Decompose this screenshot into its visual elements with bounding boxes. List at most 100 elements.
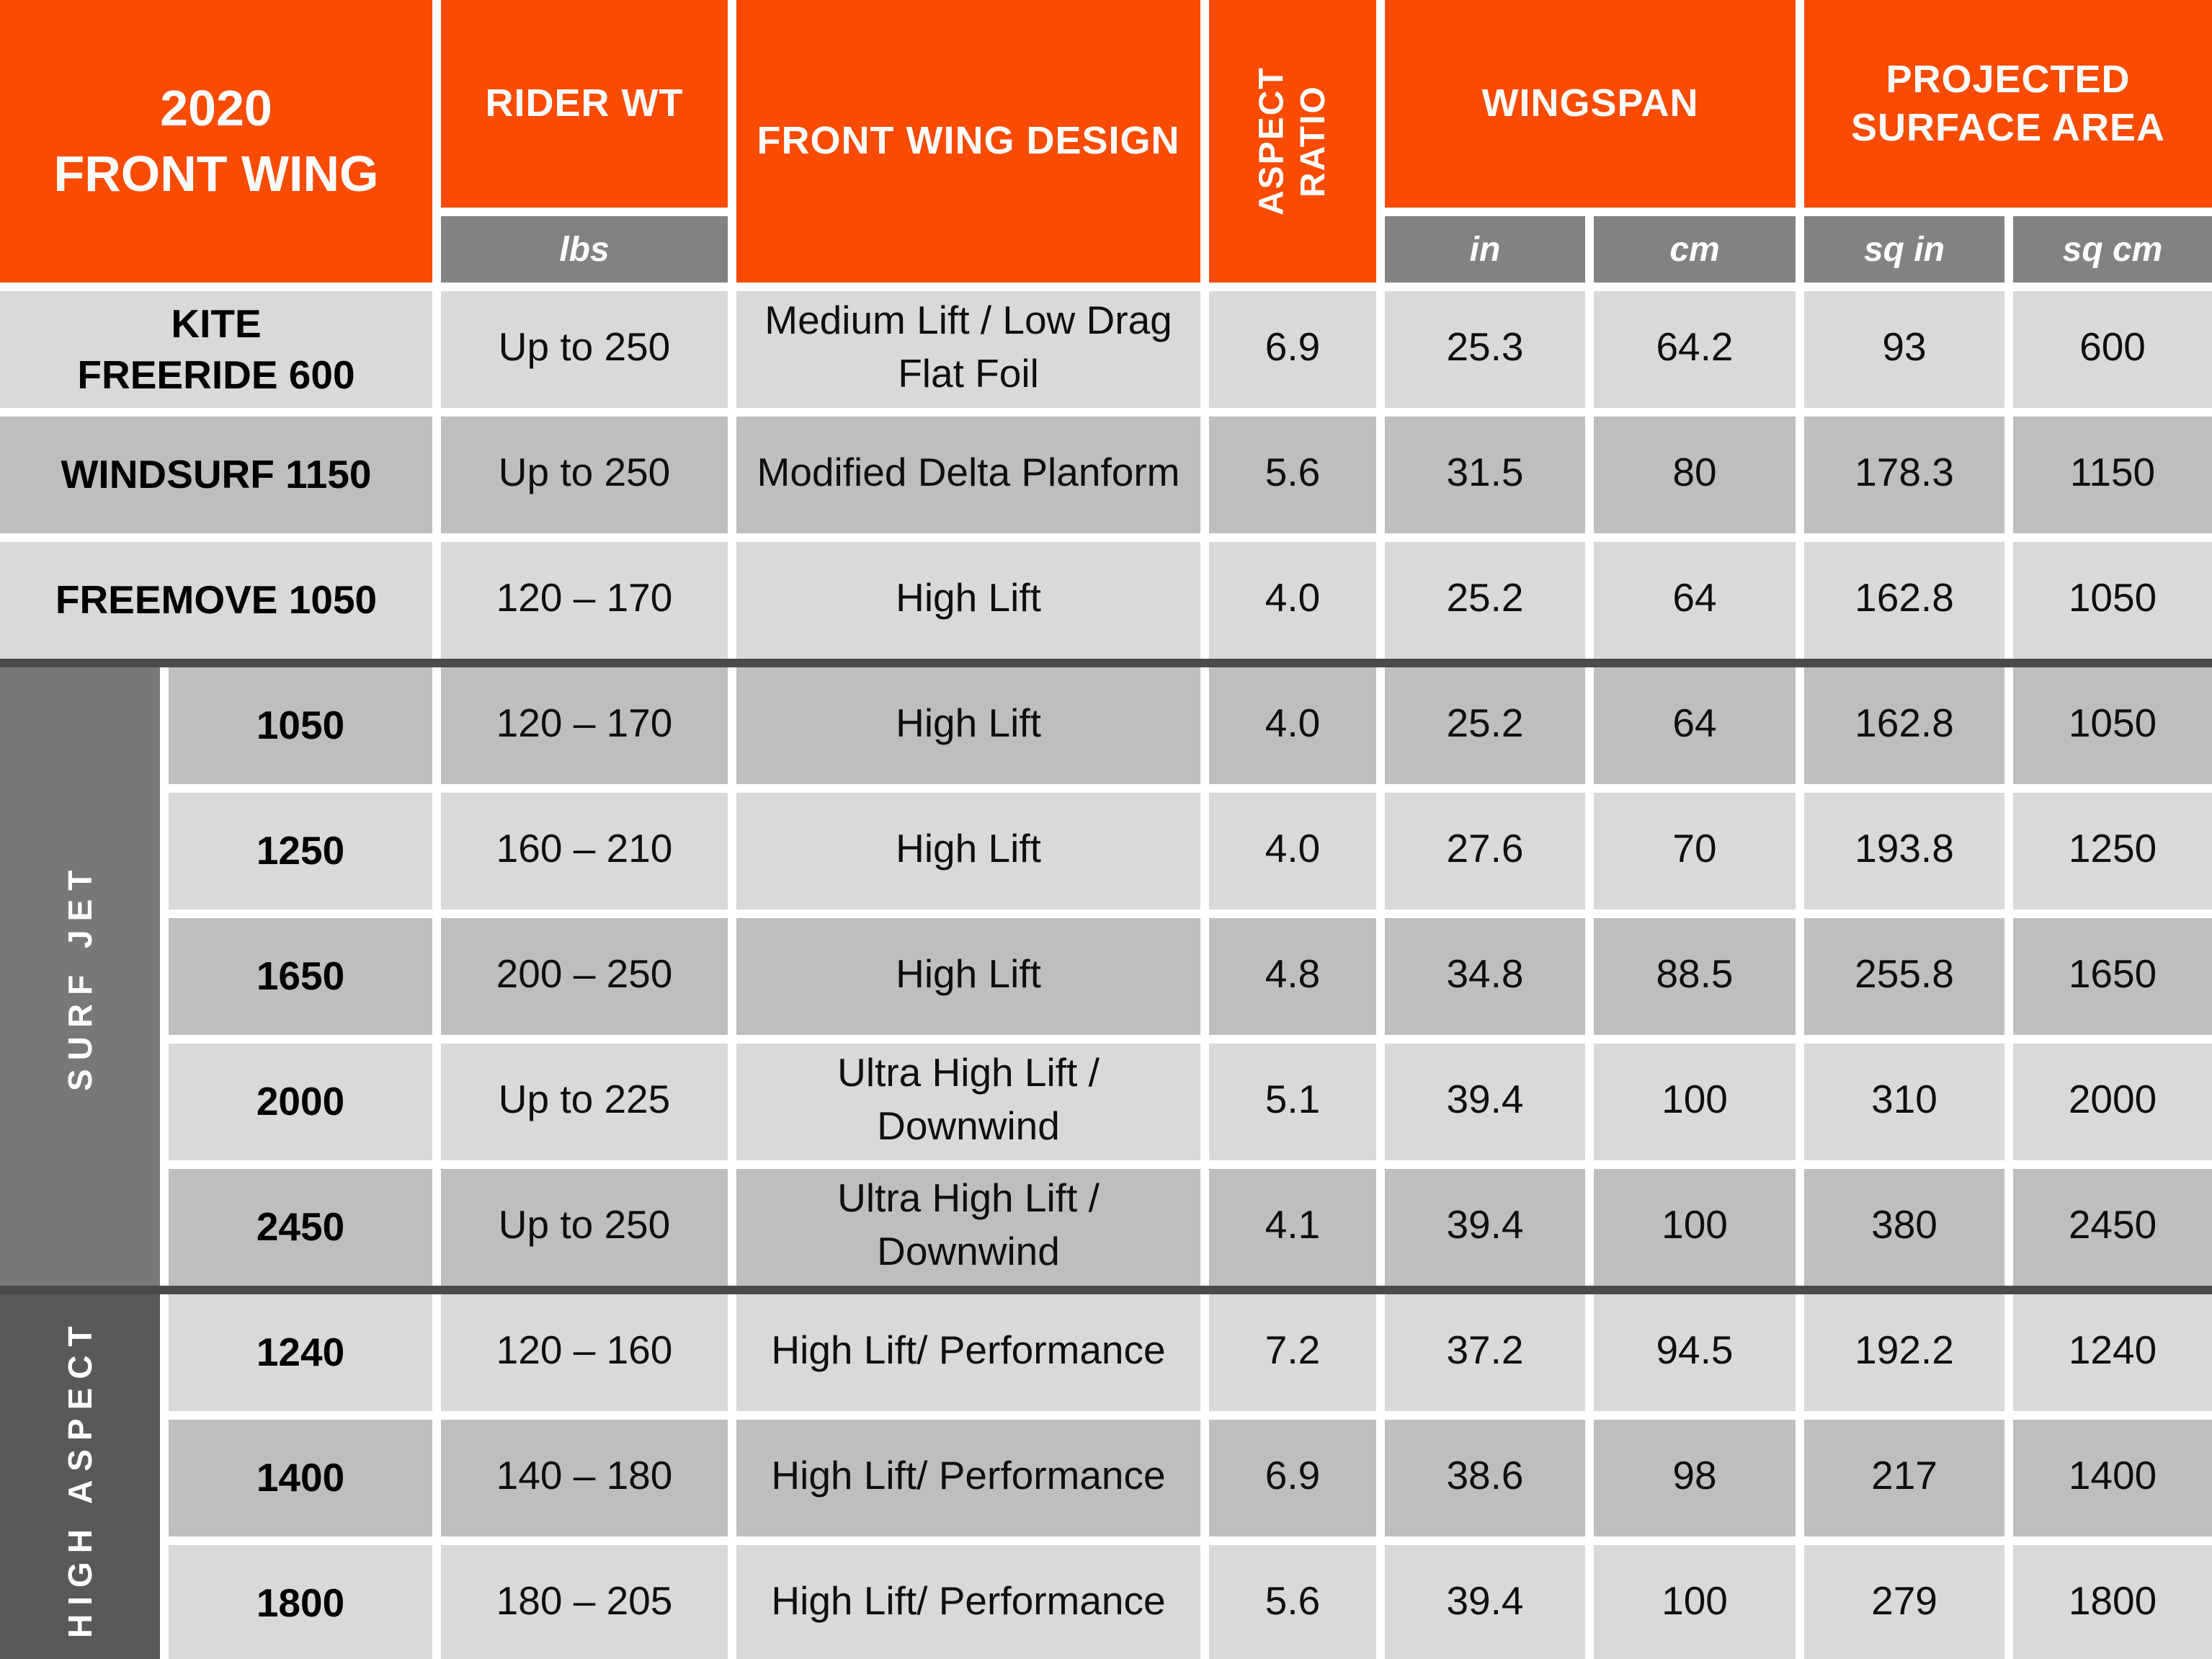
group-divider	[0, 1286, 2212, 1294]
wingspan-in-cell: 37.2	[1385, 1294, 1585, 1411]
rider-wt-cell: 200 – 250	[441, 918, 728, 1035]
model-cell: 2450	[169, 1169, 432, 1286]
wingspan-cm-cell: 98	[1594, 1420, 1796, 1536]
model-cell: 1050	[169, 667, 432, 784]
aspect-ratio-cell: 4.0	[1209, 793, 1376, 909]
area-sq-cm-cell: 1650	[2013, 918, 2212, 1035]
design-cell: Ultra High Lift / Downwind	[736, 1044, 1200, 1160]
aspect-ratio-cell: 7.2	[1209, 1294, 1376, 1411]
header-front-wing-design: FRONT WING DESIGN	[736, 0, 1200, 283]
design-cell: Ultra High Lift / Downwind	[736, 1169, 1200, 1286]
design-cell: Modified Delta Planform	[736, 417, 1200, 533]
rider-wt-cell: 120 – 170	[441, 542, 728, 659]
rider-wt-cell: Up to 225	[441, 1044, 728, 1160]
design-cell: Medium Lift / Low Drag Flat Foil	[736, 291, 1200, 408]
wingspan-in-cell: 25.2	[1385, 542, 1585, 659]
area-sq-in-cell: 162.8	[1804, 542, 2004, 659]
aspect-ratio-cell: 4.0	[1209, 542, 1376, 659]
header-2020-front-wing: 2020 FRONT WING	[0, 0, 432, 283]
area-sq-in-cell: 193.8	[1804, 793, 2004, 909]
design-cell: High Lift/ Performance	[736, 1420, 1200, 1536]
model-cell: WINDSURF 1150	[0, 417, 432, 533]
area-sq-cm-cell: 1240	[2013, 1294, 2212, 1411]
model-cell: 2000	[169, 1044, 432, 1160]
design-cell: High Lift/ Performance	[736, 1545, 1200, 1659]
design-cell: High Lift/ Performance	[736, 1294, 1200, 1411]
rider-wt-cell: 120 – 170	[441, 667, 728, 784]
area-sq-cm-cell: 1050	[2013, 542, 2212, 659]
group-label-high-aspect: HIGH ASPECT	[0, 1294, 160, 1659]
group-label-surf-jet: SURF JET	[0, 667, 160, 1286]
subheader-cm: cm	[1594, 216, 1796, 283]
wingspan-in-cell: 39.4	[1385, 1169, 1585, 1286]
wingspan-cm-cell: 88.5	[1594, 918, 1796, 1035]
wingspan-cm-cell: 64.2	[1594, 291, 1796, 408]
area-sq-in-cell: 93	[1804, 291, 2004, 408]
model-cell: 1400	[169, 1420, 432, 1536]
wingspan-in-cell: 34.8	[1385, 918, 1585, 1035]
model-cell: 1240	[169, 1294, 432, 1411]
area-sq-cm-cell: 2000	[2013, 1044, 2212, 1160]
area-sq-in-cell: 162.8	[1804, 667, 2004, 784]
header-aspect-ratio: ASPECT RATIO	[1209, 0, 1376, 283]
model-cell: 1800	[169, 1545, 432, 1659]
model-cell: 1650	[169, 918, 432, 1035]
rider-wt-cell: 180 – 205	[441, 1545, 728, 1659]
wingspan-in-cell: 25.2	[1385, 667, 1585, 784]
wingspan-cm-cell: 80	[1594, 417, 1796, 533]
model-cell: FREEMOVE 1050	[0, 542, 432, 659]
area-sq-in-cell: 279	[1804, 1545, 2004, 1659]
wingspan-in-cell: 38.6	[1385, 1420, 1585, 1536]
design-cell: High Lift	[736, 793, 1200, 909]
aspect-ratio-cell: 6.9	[1209, 1420, 1376, 1536]
wingspan-cm-cell: 100	[1594, 1169, 1796, 1286]
area-sq-cm-cell: 1150	[2013, 417, 2212, 533]
area-sq-in-cell: 192.2	[1804, 1294, 2004, 1411]
design-cell: High Lift	[736, 667, 1200, 784]
wingspan-cm-cell: 100	[1594, 1044, 1796, 1160]
wingspan-in-cell: 27.6	[1385, 793, 1585, 909]
area-sq-cm-cell: 1800	[2013, 1545, 2212, 1659]
group-divider	[0, 659, 2212, 667]
wingspan-cm-cell: 70	[1594, 793, 1796, 909]
area-sq-in-cell: 178.3	[1804, 417, 2004, 533]
subheader-sq-in: sq in	[1804, 216, 2004, 283]
area-sq-cm-cell: 1050	[2013, 667, 2212, 784]
aspect-ratio-cell: 4.0	[1209, 667, 1376, 784]
rider-wt-cell: Up to 250	[441, 1169, 728, 1286]
aspect-ratio-cell: 5.1	[1209, 1044, 1376, 1160]
area-sq-cm-cell: 600	[2013, 291, 2212, 408]
wingspan-cm-cell: 64	[1594, 667, 1796, 784]
area-sq-cm-cell: 2450	[2013, 1169, 2212, 1286]
area-sq-cm-cell: 1400	[2013, 1420, 2212, 1536]
area-sq-in-cell: 310	[1804, 1044, 2004, 1160]
rider-wt-cell: 120 – 160	[441, 1294, 728, 1411]
wingspan-in-cell: 39.4	[1385, 1044, 1585, 1160]
area-sq-in-cell: 217	[1804, 1420, 2004, 1536]
wingspan-cm-cell: 94.5	[1594, 1294, 1796, 1411]
subheader-lbs: lbs	[441, 216, 728, 283]
wingspan-in-cell: 31.5	[1385, 417, 1585, 533]
area-sq-in-cell: 255.8	[1804, 918, 2004, 1035]
rider-wt-cell: 140 – 180	[441, 1420, 728, 1536]
wingspan-cm-cell: 100	[1594, 1545, 1796, 1659]
subheader-sq-cm: sq cm	[2013, 216, 2212, 283]
design-cell: High Lift	[736, 918, 1200, 1035]
header-projected-surface-area: PROJECTED SURFACE AREA	[1804, 0, 2212, 208]
wingspan-cm-cell: 64	[1594, 542, 1796, 659]
model-cell: 1250	[169, 793, 432, 909]
design-cell: High Lift	[736, 542, 1200, 659]
header-rider-wt: RIDER WT	[441, 0, 728, 208]
rider-wt-cell: 160 – 210	[441, 793, 728, 909]
aspect-ratio-cell: 6.9	[1209, 291, 1376, 408]
aspect-ratio-cell: 4.8	[1209, 918, 1376, 1035]
aspect-ratio-cell: 4.1	[1209, 1169, 1376, 1286]
rider-wt-cell: Up to 250	[441, 417, 728, 533]
area-sq-cm-cell: 1250	[2013, 793, 2212, 909]
wingspan-in-cell: 25.3	[1385, 291, 1585, 408]
model-cell: KITE FREERIDE 600	[0, 291, 432, 408]
rider-wt-cell: Up to 250	[441, 291, 728, 408]
subheader-in: in	[1385, 216, 1585, 283]
aspect-ratio-cell: 5.6	[1209, 417, 1376, 533]
